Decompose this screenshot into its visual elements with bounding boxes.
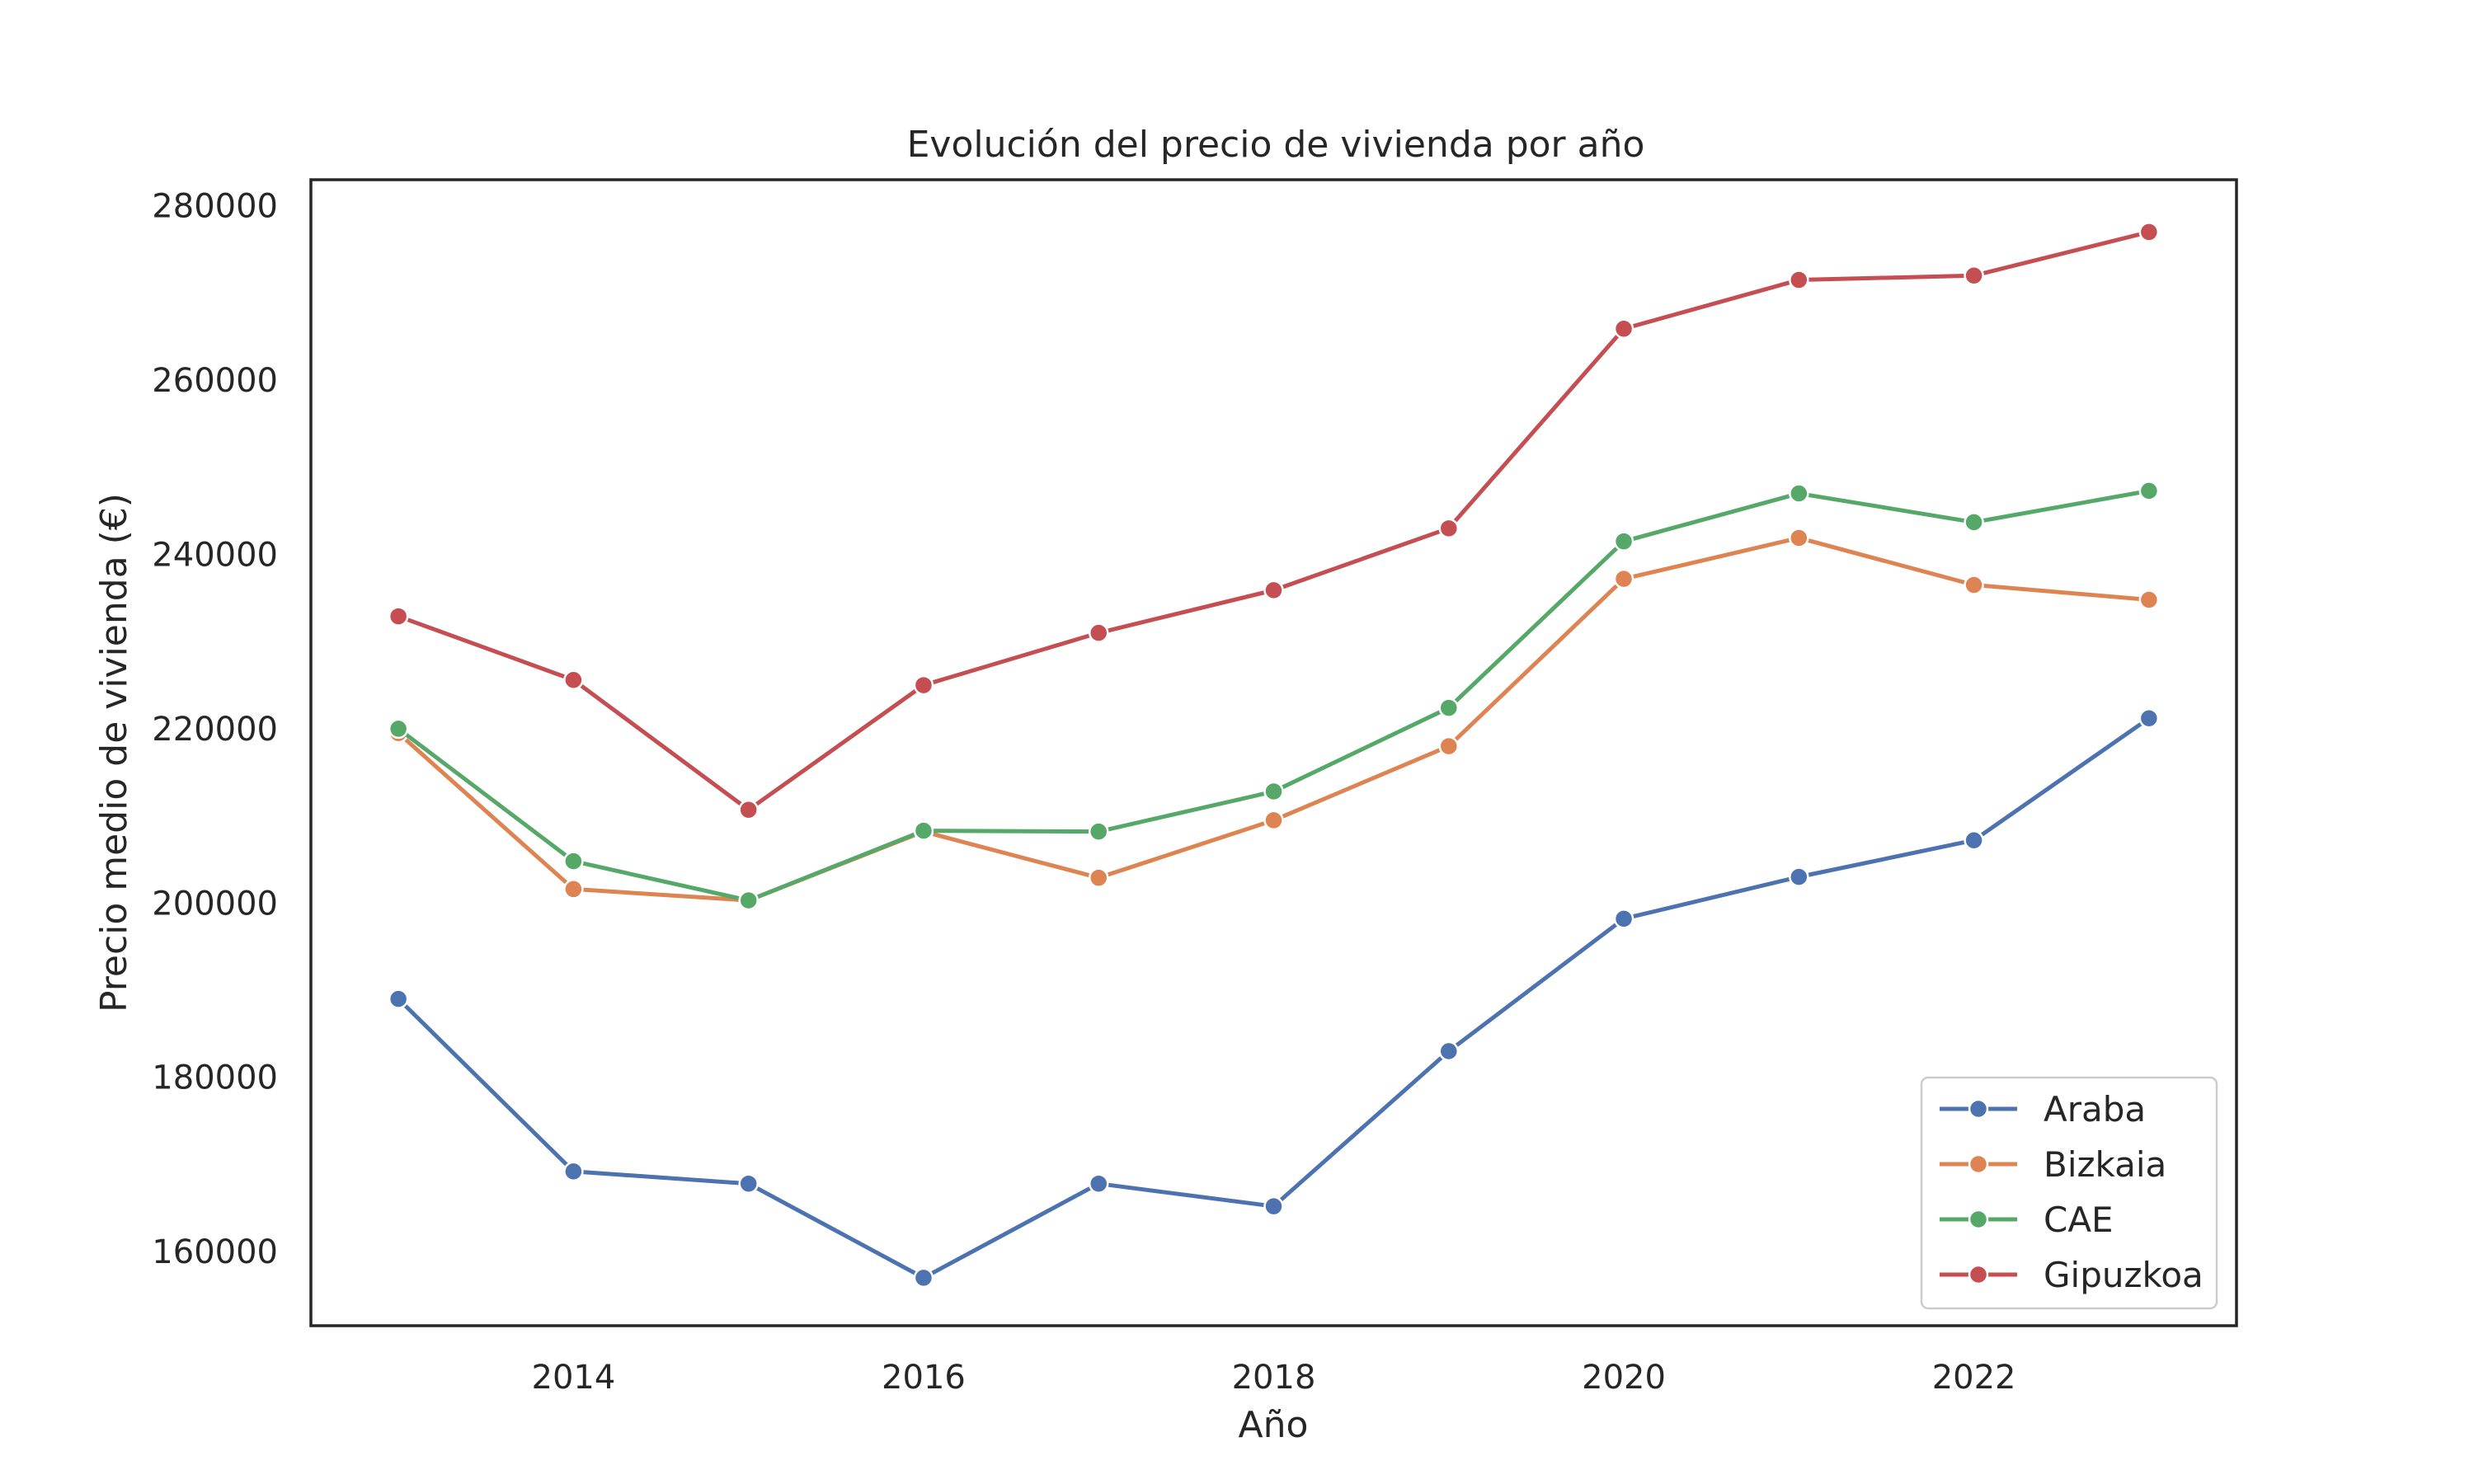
series-araba <box>388 707 2160 1289</box>
legend-marker <box>1968 1264 1989 1285</box>
data-point-bizkaia <box>563 879 584 899</box>
data-point-bizkaia <box>1438 735 1460 757</box>
data-point-cae <box>563 851 584 871</box>
data-point-bizkaia <box>2138 589 2160 610</box>
data-point-gipuzkoa <box>738 799 759 820</box>
legend: Araba Bizkaia CAE Gipuzkoa <box>1920 1076 2218 1310</box>
data-point-gipuzkoa <box>1263 580 1284 601</box>
data-point-araba <box>2138 707 2160 729</box>
x-tick-label: 2014 <box>532 1359 616 1397</box>
data-point-araba <box>913 1267 934 1289</box>
legend-item-gipuzkoa: Gipuzkoa <box>1940 1255 2204 1295</box>
data-point-cae <box>738 890 759 911</box>
x-axis-label: Año <box>1239 1404 1309 1446</box>
data-point-gipuzkoa <box>388 606 409 627</box>
data-point-gipuzkoa <box>563 669 584 690</box>
data-point-gipuzkoa <box>1789 270 1809 290</box>
data-point-bizkaia <box>1789 528 1809 548</box>
series-gipuzkoa <box>388 222 2160 820</box>
y-axis-ticks: 160000 180000 200000 220000 240000 260000 2800… <box>152 188 278 1271</box>
y-axis-label: Precio medio de vivienda (€) <box>93 493 135 1012</box>
y-tick-label: 260000 <box>152 362 278 400</box>
legend-item-cae: CAE <box>1940 1200 2114 1240</box>
y-tick-label: 240000 <box>152 537 278 575</box>
series-line-gipuzkoa <box>396 229 2152 812</box>
legend-label: Araba <box>2044 1089 2146 1129</box>
data-point-cae <box>1088 821 1109 842</box>
series-line-araba <box>396 716 2152 1280</box>
data-point-araba <box>563 1161 584 1182</box>
legend-frame <box>1920 1076 2218 1310</box>
data-point-araba <box>1964 829 1984 851</box>
x-tick-label: 2018 <box>1232 1359 1316 1397</box>
legend-marker <box>1968 1153 1989 1175</box>
data-point-araba <box>1088 1173 1109 1194</box>
data-point-araba <box>1263 1195 1284 1217</box>
data-point-bizkaia <box>1613 568 1634 589</box>
y-tick-label: 200000 <box>152 885 278 923</box>
data-point-araba <box>1438 1040 1460 1062</box>
plot-frame <box>309 178 2238 1327</box>
series-cae <box>388 481 2160 911</box>
data-point-cae <box>2138 481 2160 501</box>
legend-label: CAE <box>2044 1200 2114 1240</box>
x-tick-label: 2020 <box>1582 1359 1666 1397</box>
series-layer <box>388 222 2160 1289</box>
data-point-bizkaia <box>1088 867 1109 888</box>
data-point-araba <box>738 1173 759 1194</box>
data-point-araba <box>1789 866 1809 887</box>
data-point-cae <box>1613 531 1634 552</box>
data-point-gipuzkoa <box>1088 622 1109 643</box>
data-point-cae <box>1438 697 1460 718</box>
data-point-cae <box>388 718 409 740</box>
data-point-cae <box>1263 781 1284 802</box>
legend-item-bizkaia: Bizkaia <box>1940 1144 2166 1185</box>
y-tick-label: 180000 <box>152 1059 278 1097</box>
legend-marker <box>1968 1098 1989 1120</box>
legend-item-araba: Araba <box>1940 1089 2146 1129</box>
data-point-cae <box>1964 512 1984 533</box>
legend-marker <box>1968 1209 1989 1230</box>
y-tick-label: 220000 <box>152 711 278 749</box>
legend-label: Gipuzkoa <box>2044 1255 2204 1295</box>
data-point-cae <box>1789 483 1809 504</box>
data-point-gipuzkoa <box>2138 222 2160 242</box>
x-axis-ticks: 2014 2016 2018 2020 2022 <box>532 1359 2016 1397</box>
data-point-araba <box>1613 909 1634 929</box>
data-point-araba <box>388 989 409 1009</box>
data-point-cae <box>913 820 934 841</box>
x-tick-label: 2016 <box>882 1359 966 1397</box>
data-point-gipuzkoa <box>1438 518 1460 539</box>
data-point-gipuzkoa <box>913 674 934 696</box>
x-tick-label: 2022 <box>1932 1359 2016 1397</box>
data-point-bizkaia <box>1964 575 1984 595</box>
data-point-gipuzkoa <box>1964 265 1984 286</box>
legend-label: Bizkaia <box>2044 1144 2166 1185</box>
y-tick-label: 280000 <box>152 188 278 226</box>
chart-title: Evolución del precio de vivienda por año <box>907 124 1645 166</box>
data-point-gipuzkoa <box>1613 318 1634 340</box>
data-point-bizkaia <box>1263 810 1284 831</box>
y-tick-label: 160000 <box>152 1233 278 1271</box>
series-line-cae <box>396 488 2152 903</box>
